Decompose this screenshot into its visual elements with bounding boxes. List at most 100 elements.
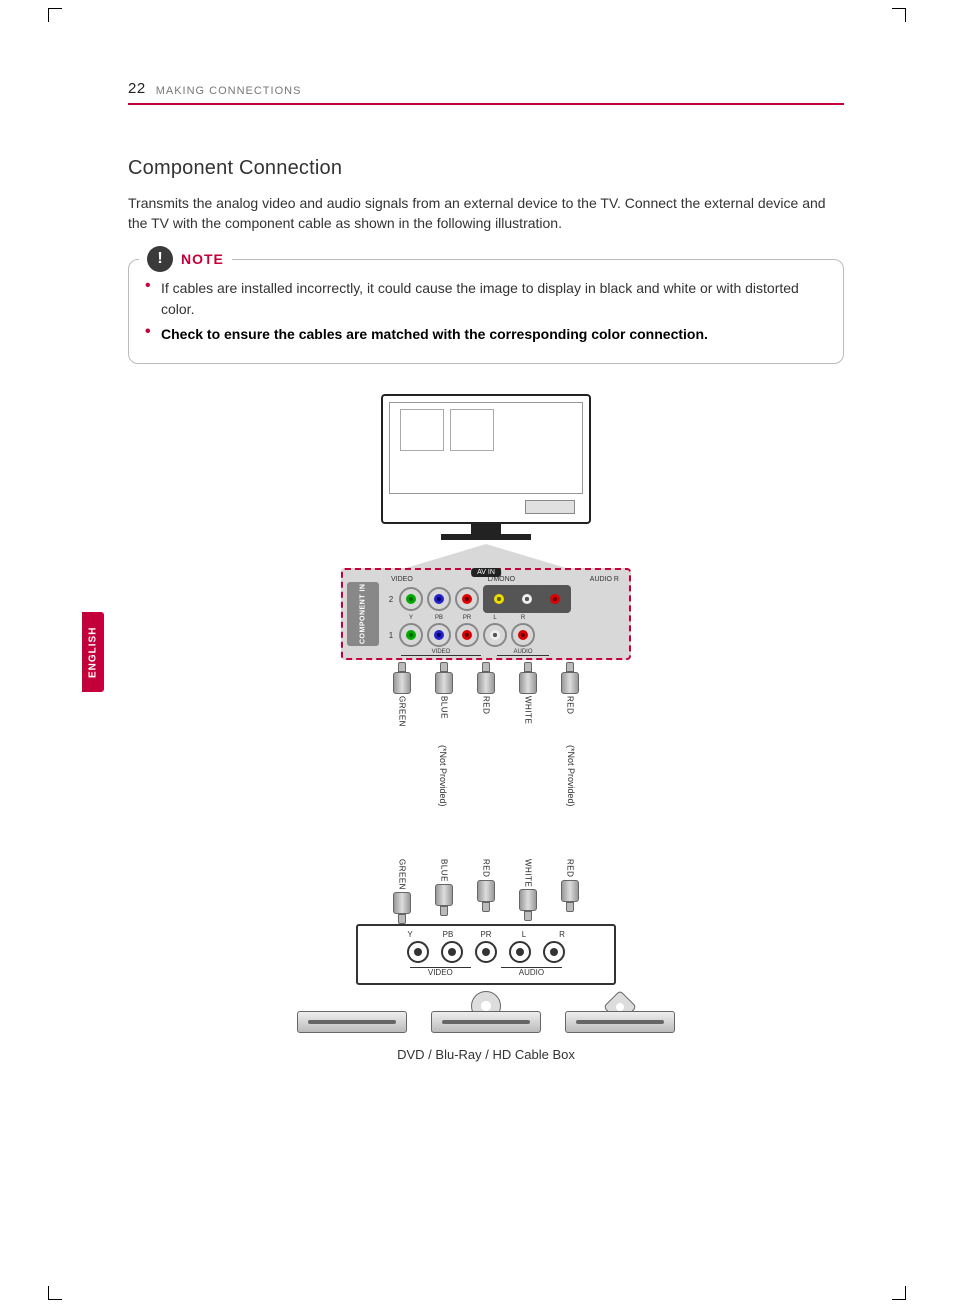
label-l: L: [511, 930, 537, 939]
label-pr: PR: [455, 615, 479, 621]
note-item: Check to ensure the cables are matched w…: [145, 324, 827, 345]
page-title: Component Connection: [128, 157, 844, 180]
jack-r: [543, 941, 565, 963]
row-number: 2: [387, 595, 395, 604]
language-tab: ENGLISH: [82, 612, 104, 692]
jack-pr: [475, 941, 497, 963]
device-letter-row: Y PB PR L R: [366, 930, 606, 939]
plug-white: WHITE: [511, 662, 545, 727]
plug-label: RED: [566, 859, 575, 877]
jack-l: [509, 941, 531, 963]
jack-cvbs: [487, 587, 511, 611]
diagram-caption: DVD / Blu-Ray / HD Cable Box: [286, 1047, 686, 1062]
plug-label: WHITE: [524, 859, 533, 887]
crop-mark: [48, 1286, 62, 1300]
label-lmono: L/MONO: [487, 576, 515, 583]
example-devices: [286, 1011, 686, 1033]
dvd-player-icon: [297, 1011, 407, 1033]
intro-paragraph: Transmits the analog video and audio sig…: [128, 194, 844, 233]
jack-l: [483, 623, 507, 647]
page-content: 22 MAKING CONNECTIONS Component Connecti…: [128, 80, 844, 1218]
section-label: MAKING CONNECTIONS: [156, 85, 302, 97]
avin-block: [483, 585, 571, 613]
label-video: VIDEO: [391, 576, 413, 583]
avin-label: AV IN: [471, 568, 501, 577]
jack-pr: [455, 623, 479, 647]
plug-green: GREEN: [385, 662, 419, 727]
group-video: VIDEO: [410, 967, 471, 977]
external-device-panel: Y PB PR L R VIDEO AUDIO: [356, 924, 616, 985]
plug-red: RED: [553, 859, 587, 924]
plug-label: WHITE: [524, 696, 533, 724]
callout-triangle: [406, 544, 566, 568]
plug-red: RED: [469, 662, 503, 727]
cable-box-icon: [565, 1011, 675, 1033]
plug-red: RED: [469, 859, 503, 924]
plug-blue: BLUE: [427, 859, 461, 924]
panel-letter-row: Y PB PR L R: [387, 615, 623, 621]
plug-label: BLUE: [440, 696, 449, 719]
plug-label: RED: [566, 696, 575, 714]
note-list: If cables are installed incorrectly, it …: [145, 278, 827, 345]
tv-port-area: [525, 500, 575, 514]
note-label: NOTE: [181, 251, 224, 267]
bluray-player-icon: [431, 1011, 541, 1033]
page-number: 22: [128, 80, 146, 97]
label-pb: PB: [435, 930, 461, 939]
panel-group-labels: VIDEO AUDIO: [387, 649, 623, 656]
device-side-plugs: GREEN BLUE RED WHITE RED: [286, 859, 686, 924]
row-number: 1: [387, 631, 395, 640]
tv-back-outline: [381, 394, 591, 524]
crop-mark: [48, 8, 62, 22]
jack-pb: [427, 623, 451, 647]
device-jack-row: [366, 941, 606, 963]
tv-stand: [471, 522, 501, 534]
connection-diagram: COMPONENT IN VIDEO AV IN L/MONO AUDIO R …: [286, 394, 686, 1062]
jack-row-2: 2: [387, 585, 623, 613]
plug-label: RED: [482, 696, 491, 714]
jack-pr: [455, 587, 479, 611]
label-pb: PB: [427, 615, 451, 621]
plug-blue: BLUE: [427, 662, 461, 727]
plug-white: WHITE: [511, 859, 545, 924]
panel-top-labels: VIDEO AV IN L/MONO AUDIO R: [387, 576, 623, 583]
label-y: Y: [399, 615, 423, 621]
group-video: VIDEO: [401, 649, 481, 656]
jack-y: [407, 941, 429, 963]
tv-slot: [450, 409, 494, 451]
label-audio-r: AUDIO R: [590, 576, 619, 583]
cable-bundle: (*Not Provided) (*Not Provided): [286, 727, 686, 857]
crop-mark: [892, 1286, 906, 1300]
not-provided-label: (*Not Provided): [566, 745, 576, 807]
plug-label: GREEN: [398, 859, 407, 890]
jack-pb: [441, 941, 463, 963]
plug-green: GREEN: [385, 859, 419, 924]
plug-label: RED: [482, 859, 491, 877]
plug-label: BLUE: [440, 859, 449, 882]
tv-inner: [389, 402, 583, 494]
jack-row-1: 1: [387, 623, 623, 647]
label-r: R: [511, 615, 535, 621]
page-header: 22 MAKING CONNECTIONS: [128, 80, 844, 105]
jack-pb: [427, 587, 451, 611]
label-r: R: [549, 930, 575, 939]
jack-r: [511, 623, 535, 647]
tv-side-plugs: GREEN BLUE RED WHITE RED: [286, 662, 686, 727]
jack-l: [515, 587, 539, 611]
label-y: Y: [397, 930, 423, 939]
plug-label: GREEN: [398, 696, 407, 727]
device-group-labels: VIDEO AUDIO: [366, 967, 606, 977]
note-badge: ! NOTE: [139, 246, 232, 272]
not-provided-label: (*Not Provided): [438, 745, 448, 807]
crop-mark: [892, 8, 906, 22]
component-in-label: COMPONENT IN: [347, 582, 379, 646]
tv-input-panel: COMPONENT IN VIDEO AV IN L/MONO AUDIO R …: [341, 568, 631, 660]
label-l: L: [483, 615, 507, 621]
label-pr: PR: [473, 930, 499, 939]
group-audio: AUDIO: [497, 649, 549, 656]
jack-y: [399, 587, 423, 611]
tv-stand-base: [441, 534, 531, 540]
jack-y: [399, 623, 423, 647]
plug-red: RED: [553, 662, 587, 727]
jack-r: [543, 587, 567, 611]
